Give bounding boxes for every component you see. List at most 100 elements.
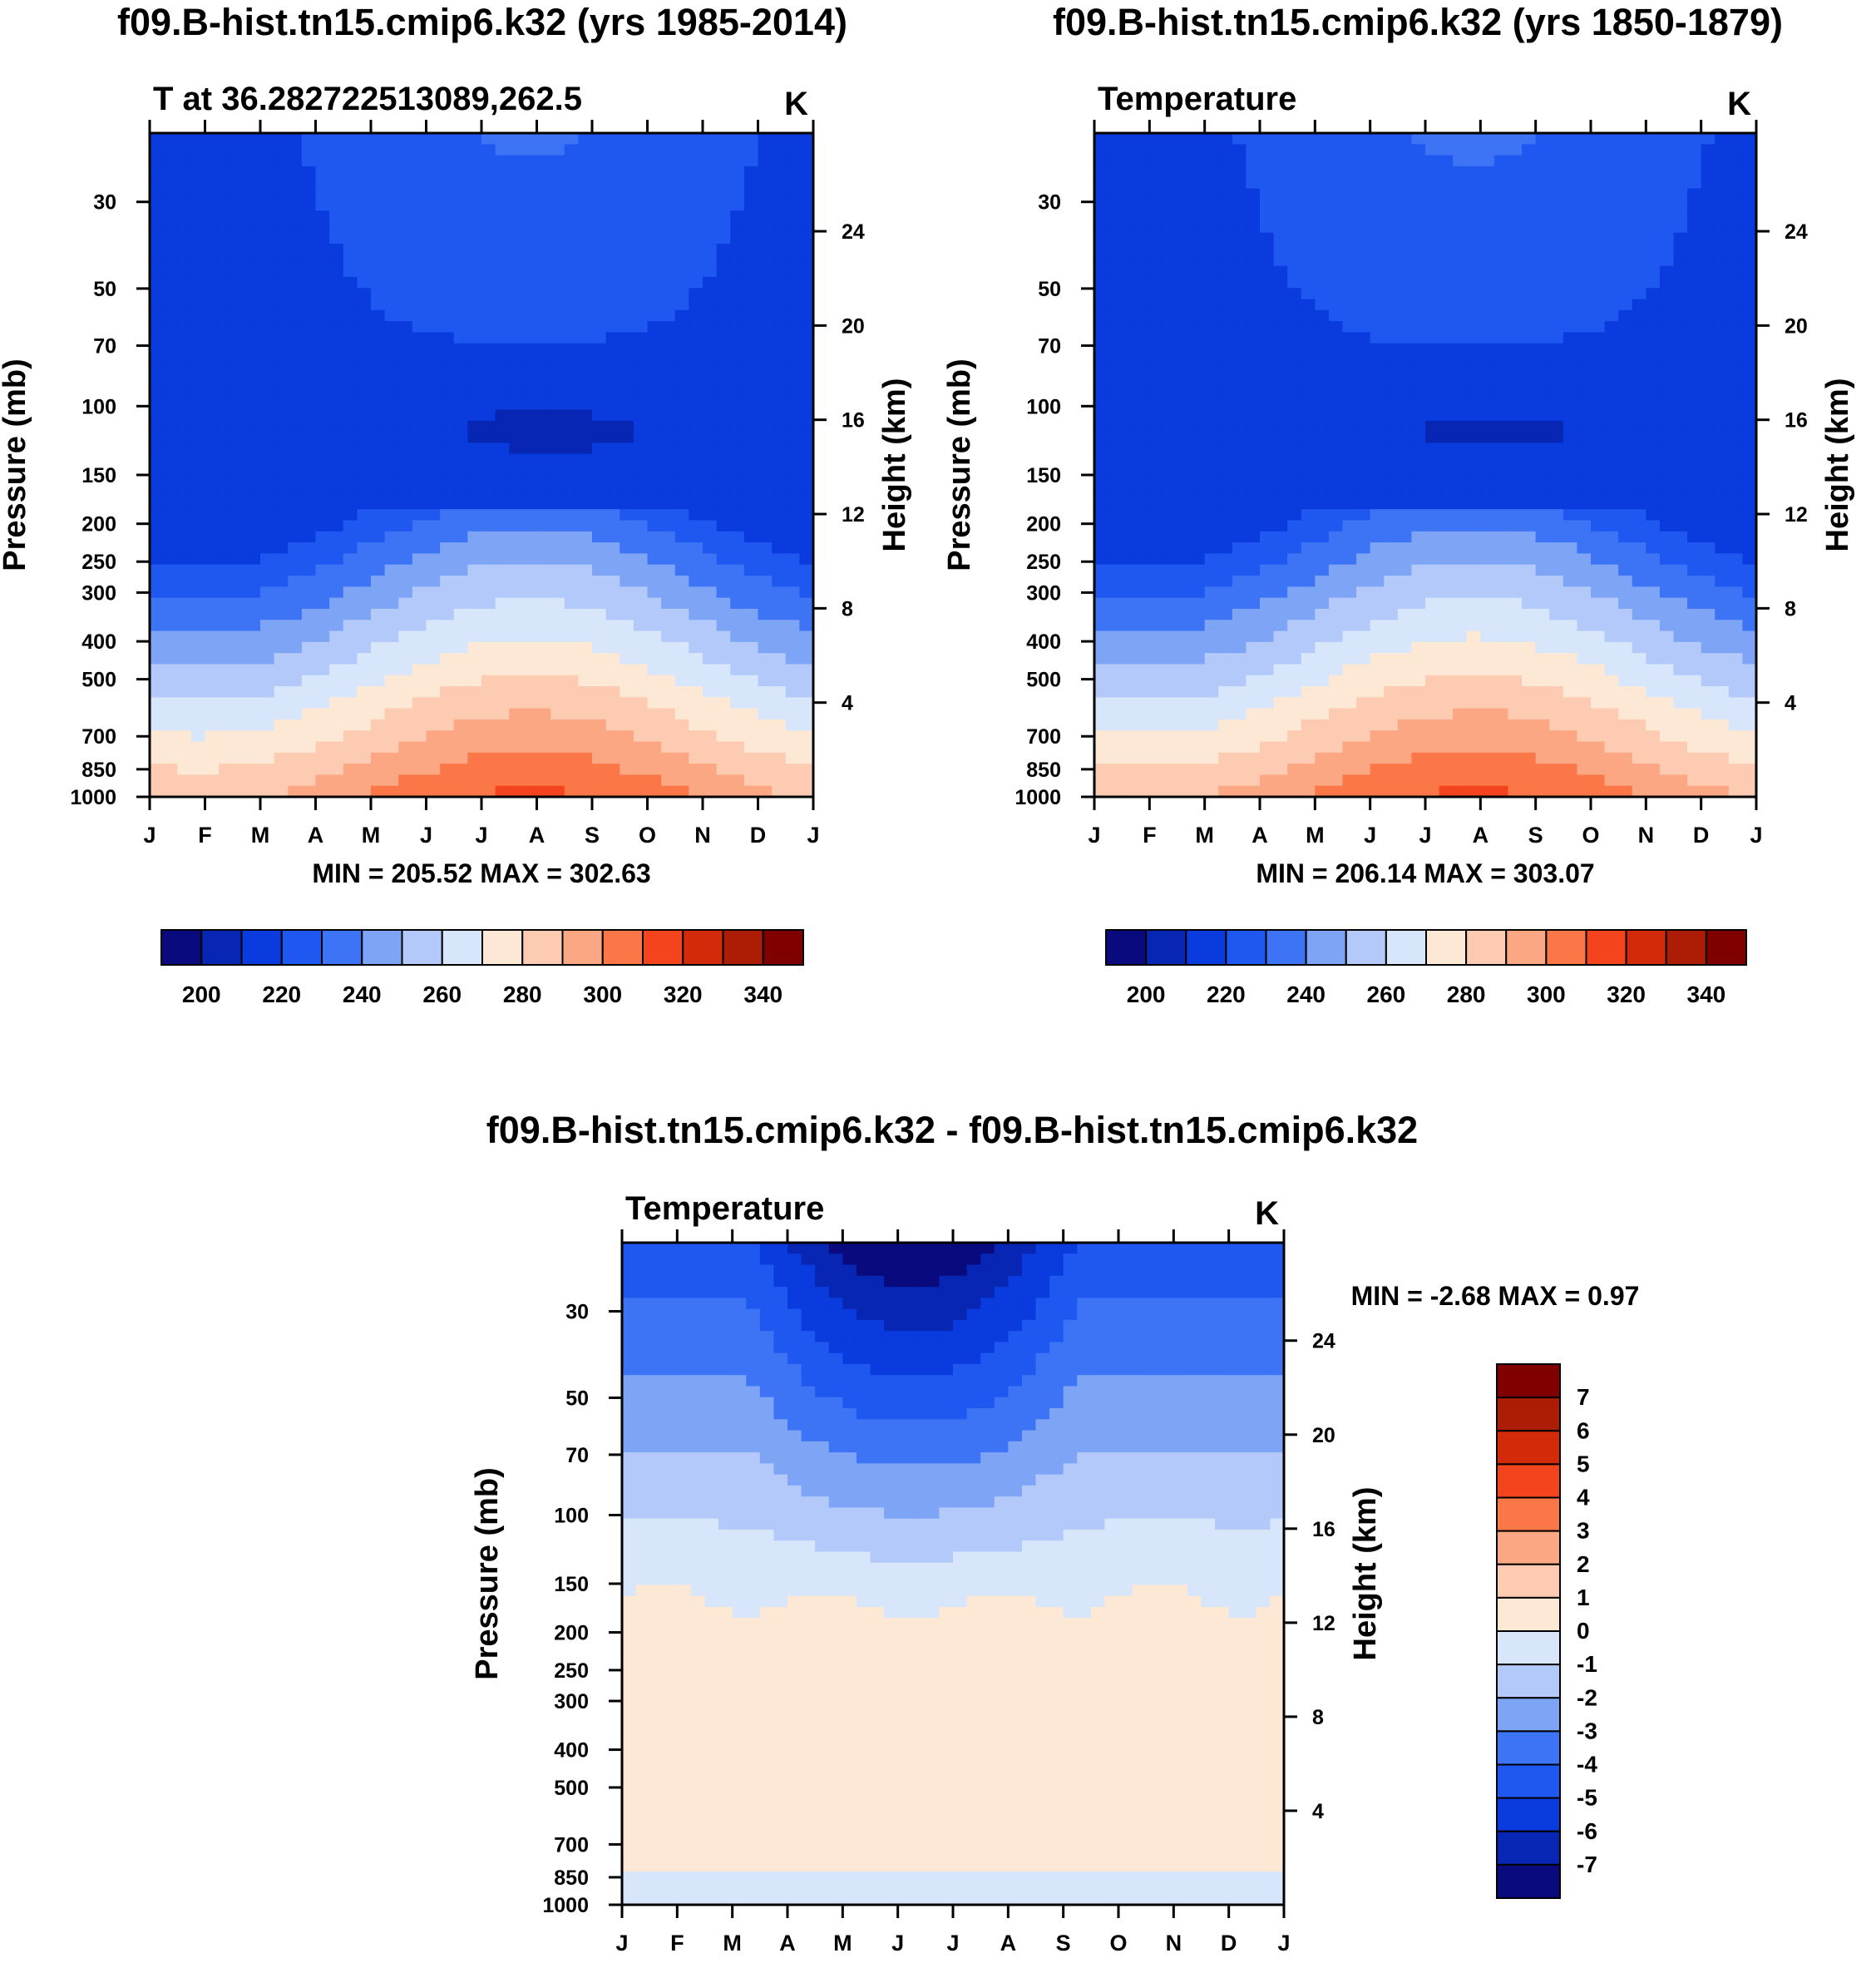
- contour-cell: [703, 564, 718, 576]
- contour-cell: [1328, 487, 1344, 499]
- contour-cell: [315, 497, 330, 510]
- contour-cell: [578, 675, 593, 687]
- contour-cell: [426, 476, 441, 488]
- contour-cell: [1177, 420, 1192, 433]
- contour-cell: [1204, 133, 1220, 146]
- contour-cell: [1108, 653, 1123, 665]
- contour-cell: [785, 321, 801, 334]
- contour-cell: [1384, 365, 1399, 378]
- contour-cell: [1246, 288, 1261, 300]
- contour-cell: [1246, 608, 1261, 621]
- contour-cell: [246, 288, 261, 300]
- contour-cell: [1356, 675, 1371, 687]
- contour-cell: [716, 244, 732, 256]
- contour-cell: [578, 255, 593, 267]
- contour-cell: [799, 564, 814, 576]
- contour-cell: [1466, 708, 1482, 720]
- contour-cell: [1163, 686, 1178, 699]
- contour-cell: [205, 387, 220, 399]
- contour-cell: [190, 199, 206, 211]
- contour-cell: [661, 398, 676, 411]
- contour-cell: [205, 288, 220, 300]
- contour-cell: [1466, 620, 1482, 632]
- contour-cell: [371, 199, 386, 211]
- contour-cell: [1177, 597, 1192, 610]
- contour-cell: [1493, 730, 1509, 743]
- contour-cell: [772, 487, 787, 499]
- contour-cell: [509, 188, 524, 200]
- contour-cell: [633, 398, 649, 411]
- contour-cell: [1246, 420, 1261, 433]
- contour-cell: [1260, 354, 1275, 367]
- contour-cell: [1232, 144, 1247, 156]
- contour-cell: [1439, 299, 1454, 311]
- contour-cell: [578, 409, 593, 422]
- contour-cell: [1425, 697, 1440, 710]
- contour-cell: [1163, 244, 1178, 256]
- contour-cell: [467, 376, 482, 388]
- contour-cell: [564, 476, 580, 488]
- contour-cell: [1122, 144, 1137, 156]
- contour-cell: [536, 387, 551, 399]
- contour-cell: [1287, 354, 1302, 367]
- contour-cell: [219, 299, 234, 311]
- contour-cell: [274, 343, 289, 355]
- contour-cell: [163, 443, 179, 455]
- contour-cell: [703, 708, 718, 720]
- contour-cell: [1453, 321, 1468, 334]
- contour-cell: [522, 265, 538, 278]
- contour-cell: [315, 675, 330, 687]
- contour-cell: [426, 244, 441, 256]
- contour-cell: [398, 155, 413, 167]
- contour-cell: [550, 752, 565, 764]
- contour-cell: [1439, 432, 1454, 444]
- contour-cell: [274, 752, 289, 764]
- contour-cell: [633, 133, 649, 146]
- contour-cell: [177, 465, 192, 477]
- contour-cell: [301, 531, 317, 543]
- contour-cell: [232, 509, 248, 522]
- contour-cell: [1204, 653, 1220, 665]
- contour-cell: [467, 719, 482, 731]
- contour-cell: [329, 409, 344, 422]
- contour-cell: [398, 255, 413, 267]
- contour-cell: [1232, 708, 1247, 720]
- contour-cell: [1370, 255, 1385, 267]
- contour-cell: [1522, 144, 1537, 156]
- contour-cell: [150, 398, 165, 411]
- contour-cell: [371, 387, 386, 399]
- contour-cell: [412, 586, 427, 599]
- contour-cell: [620, 465, 634, 477]
- contour-cell: [357, 199, 372, 211]
- contour-cell: [743, 188, 759, 200]
- contour-cell: [730, 497, 745, 510]
- contour-cell: [398, 309, 413, 322]
- contour-cell: [1328, 420, 1344, 433]
- contour-cell: [398, 420, 413, 433]
- contour-cell: [1273, 221, 1288, 234]
- contour-cell: [412, 509, 427, 522]
- contour-cell: [1370, 453, 1385, 466]
- contour-cell: [412, 309, 427, 322]
- contour-cell: [205, 443, 220, 455]
- contour-cell: [509, 398, 524, 411]
- contour-cell: [1260, 531, 1275, 543]
- contour-cell: [1232, 321, 1247, 334]
- contour-cell: [578, 641, 593, 654]
- contour-cell: [1439, 166, 1454, 178]
- contour-cell: [1301, 387, 1316, 399]
- contour-cell: [190, 531, 206, 543]
- contour-cell: [674, 354, 690, 367]
- contour-cell: [1466, 553, 1482, 566]
- left-string: T at 36.282722513089,262.5: [153, 81, 582, 117]
- contour-cell: [357, 542, 372, 555]
- contour-cell: [1356, 697, 1371, 710]
- contour-cell: [1287, 188, 1302, 200]
- contour-cell: [440, 708, 455, 720]
- contour-cell: [1204, 719, 1220, 731]
- contour-cell: [481, 221, 496, 234]
- contour-cell: [1273, 199, 1288, 211]
- contour-cell: [1177, 232, 1192, 245]
- contour-cell: [1204, 764, 1220, 776]
- contour-cell: [1466, 443, 1482, 455]
